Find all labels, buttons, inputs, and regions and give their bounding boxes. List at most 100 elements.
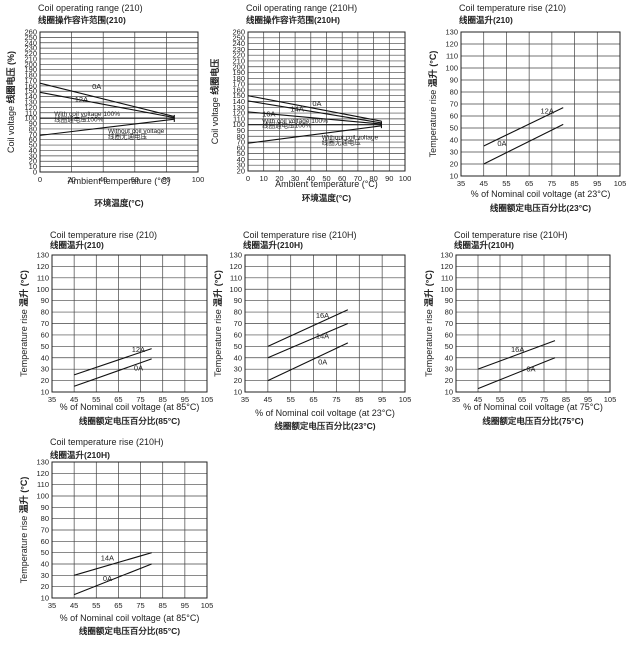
chart-tr210H_75: Coil temperature rise (210H)线圈温升(210H) 10… (423, 230, 616, 426)
y-tick-label: 40 (445, 353, 453, 362)
plot-frame (51, 461, 208, 599)
series-annotation: 0A (497, 139, 506, 148)
y-tick-label: 30 (41, 365, 49, 374)
x-axis-label-cn: 环境温度(°C) (302, 193, 351, 203)
series-line-0a (39, 82, 175, 118)
y-tick-label: 30 (29, 151, 37, 160)
y-axis-label: Temperature rise 温升 (°C) (18, 270, 29, 377)
series-annotation: 14A (101, 554, 114, 563)
y-tick-label: 110 (37, 480, 49, 489)
y-tick-label: 110 (25, 108, 37, 117)
y-tick-label: 170 (232, 80, 245, 89)
x-tick-label: 0 (38, 175, 42, 184)
y-tick-label: 100 (445, 64, 458, 73)
x-tick-label: 105 (201, 395, 214, 404)
y-axis-label-cn: 温升 (°C) (18, 270, 29, 307)
x-tick-label: 35 (457, 179, 465, 188)
y-tick-label: 20 (450, 160, 458, 169)
y-tick-label: 20 (445, 376, 453, 385)
series-line-16a (477, 340, 556, 370)
x-tick-label: 45 (70, 395, 78, 404)
y-tick-label: 110 (230, 273, 242, 282)
chart-tr210H_23: Coil temperature rise (210H)线圈温升(210H) 10… (212, 230, 411, 431)
y-tick-label: 70 (29, 130, 37, 139)
x-axis-label-cn: 线圈额定电压百分比(23°C) (274, 421, 375, 431)
x-tick-label: 65 (114, 395, 122, 404)
y-axis-label-cn: 温升 (°C) (212, 270, 223, 307)
y-tick-label: 130 (229, 251, 242, 260)
x-tick-label: 40 (99, 175, 107, 184)
y-tick-label: 190 (24, 65, 37, 74)
series-annotation: 12A (541, 107, 554, 116)
chart-tr210_85: Coil temperature rise (210)线圈温升(210) 10 20… (18, 230, 213, 426)
y-tick-label: 10 (445, 388, 453, 397)
y-tick-label: 40 (234, 353, 242, 362)
series-annotation: 线圈通电压100% (54, 114, 103, 123)
y-tick-label: 20 (237, 167, 245, 176)
x-tick-label: 65 (518, 395, 526, 404)
y-tick-label: 130 (440, 251, 453, 260)
y-tick-label: 160 (24, 81, 37, 90)
x-axis-label: Ambient temperature (°C) (68, 176, 171, 186)
x-tick-label: 60 (338, 174, 346, 183)
chart-title: Coil temperature rise (210) (50, 230, 157, 240)
y-tick-label: 40 (450, 136, 458, 145)
x-tick-label: 85 (159, 395, 167, 404)
y-tick-label: 230 (24, 44, 37, 53)
series-annotation: 0A (312, 99, 321, 108)
y-tick-label: 170 (24, 76, 37, 85)
y-tick-label: 10 (234, 388, 242, 397)
y-tick-label: 130 (36, 251, 49, 260)
y-tick-label: 30 (237, 161, 245, 170)
x-tick-label: 85 (562, 395, 570, 404)
y-tick-label: 210 (232, 56, 245, 65)
series-annotation: 16A (511, 345, 524, 354)
x-tick-label: 105 (604, 395, 617, 404)
x-tick-label: 65 (525, 179, 533, 188)
y-tick-label: 70 (450, 100, 458, 109)
y-tick-label: 0 (33, 168, 37, 177)
x-tick-label: 100 (192, 175, 205, 184)
y-tick-label: 130 (24, 98, 37, 107)
chart-title: Coil operating range (210) (38, 3, 143, 13)
y-tick-label: 100 (229, 285, 242, 294)
x-tick-label: 65 (114, 601, 122, 610)
y-tick-label: 250 (24, 33, 37, 42)
y-tick-label: 90 (234, 296, 242, 305)
y-axis-label-cn: 温升 (°C) (427, 51, 438, 88)
y-tick-label: 80 (29, 124, 37, 133)
chart-title: Coil temperature rise (210) (459, 3, 566, 13)
y-tick-label: 120 (232, 109, 245, 118)
series-annotation: With coil voltage 100% (262, 118, 328, 125)
y-axis-label-en: Coil voltage (210, 95, 220, 145)
y-tick-label: 120 (445, 40, 458, 49)
y-tick-label: 80 (234, 308, 242, 317)
series-line-0a (477, 357, 556, 390)
y-tick-label: 20 (41, 376, 49, 385)
x-tick-label: 45 (70, 601, 78, 610)
y-axis-label-en: Temperature rise (428, 87, 438, 157)
x-tick-label: 80 (369, 174, 377, 183)
y-tick-label: 20 (29, 157, 37, 166)
x-axis-label-cn: 线圈额定电压百分比(75°C) (482, 416, 583, 426)
series-line-12a (483, 107, 564, 147)
x-axis-label: % of Nominal coil voltage (at 85°C) (60, 613, 200, 623)
y-axis-label: Temperature rise 温升 (°C) (423, 270, 434, 377)
chart-title: Coil operating range (210H) (246, 3, 357, 13)
x-tick-label: 95 (378, 395, 386, 404)
y-tick-label: 50 (450, 124, 458, 133)
x-tick-label: 95 (593, 179, 601, 188)
x-tick-label: 90 (385, 174, 393, 183)
y-tick-label: 200 (24, 60, 37, 69)
y-tick-label: 80 (450, 88, 458, 97)
y-tick-label: 50 (41, 342, 49, 351)
plot-frame (51, 254, 208, 393)
x-tick-label: 50 (322, 174, 330, 183)
series-line-0a (267, 342, 349, 382)
y-tick-label: 30 (450, 148, 458, 157)
series-annotation: 16A (316, 311, 329, 320)
x-tick-label: 55 (92, 395, 100, 404)
y-tick-label: 140 (24, 92, 37, 101)
x-tick-label: 20 (67, 175, 75, 184)
series-annotation: 14A (316, 331, 329, 340)
